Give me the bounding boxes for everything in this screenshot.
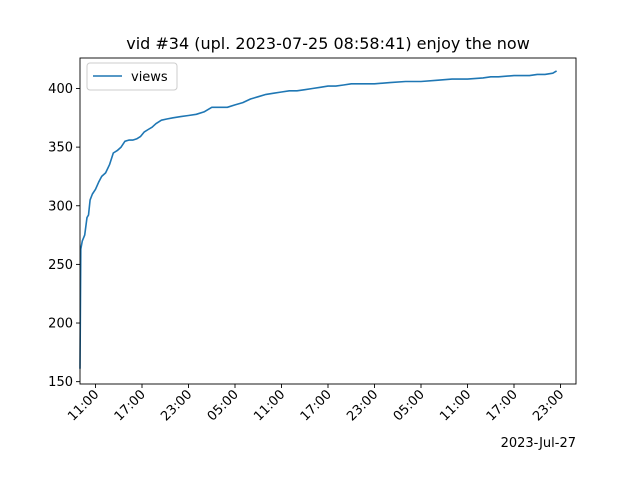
x-tick-label: 17:00 [484,387,521,424]
legend-box [86,62,178,91]
legend: views [86,62,178,91]
x-tick-label: 17:00 [298,387,335,424]
chart-title: vid #34 (upl. 2023-07-25 08:58:41) enjoy… [126,34,530,53]
x-tick-label: 23:00 [530,387,567,424]
x-tick-label: 23:00 [158,387,195,424]
x-tick-label: 17:00 [112,387,149,424]
plot-area [79,70,558,369]
y-tick-label: 350 [48,141,73,156]
y-tick-label: 300 [48,199,73,214]
x-tick-label: 11:00 [251,387,288,424]
x-tick-label: 23:00 [344,387,381,424]
x-tick-label: 11:00 [65,387,102,424]
axes-frame [79,57,577,385]
y-tick-label: 400 [48,82,73,97]
x-tick-label: 05:00 [391,387,428,424]
legend-label-views: views [131,70,168,85]
y-tick-label: 250 [48,258,73,273]
x-axis-offset-label: 2023-Jul-27 [501,436,576,451]
series-line-views [79,70,558,369]
y-tick-label: 150 [48,375,73,390]
x-tick-label: 11:00 [437,387,474,424]
y-tick-label: 200 [48,317,73,332]
x-tick-label: 05:00 [205,387,242,424]
